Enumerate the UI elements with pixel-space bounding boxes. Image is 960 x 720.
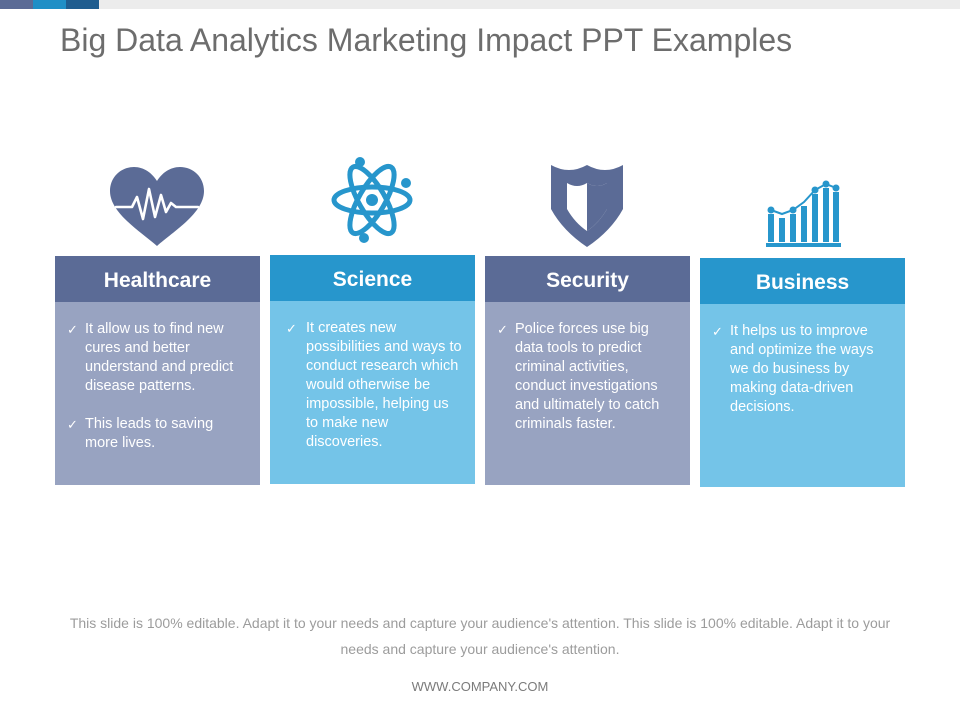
bullet-item: ✓ This leads to saving more lives. [67,416,214,451]
check-icon: ✓ [286,321,297,336]
card-body: ✓ Police forces use big data tools to pre… [485,302,690,485]
accent-segment-1 [0,0,33,9]
accent-segment-3 [66,0,99,9]
check-icon: ✓ [497,322,508,337]
footer-note: This slide is 100% editable. Adapt it to… [69,615,891,657]
top-accent-bar [0,0,960,9]
card-title: Science [270,255,475,301]
card-body: ✓ It creates new possibilities and ways t… [270,301,475,484]
card-title: Security [485,256,690,302]
card-title: Business [700,258,905,304]
footer-url: WWW.COMPANY.COM [411,679,549,694]
slide-title: Big Data Analytics Marketing Impact PPT … [60,22,793,58]
check-icon: ✓ [67,417,78,432]
check-icon: ✓ [712,324,723,339]
bullet-item: ✓ It helps us to improve and optimize the… [712,323,874,415]
bar-chart-icon [766,180,842,248]
accent-segment-2 [33,0,66,9]
shield-icon [551,165,623,247]
check-icon: ✓ [67,322,78,337]
card-body: ✓ It allow us to find new cures and bette… [55,302,260,485]
bullet-item: ✓ It creates new possibilities and ways t… [286,320,462,450]
atom-icon [330,155,414,245]
bullet-item: ✓ It allow us to find new cures and bette… [67,321,234,394]
card-business: Business ✓ It helps us to improve and opt… [700,258,905,487]
card-science: Science ✓ It creates new possibilities an… [270,255,475,484]
card-security: Security ✓ Police forces use big data too… [485,256,690,485]
card-body: ✓ It helps us to improve and optimize the… [700,304,905,487]
card-healthcare: Healthcare ✓ It allow us to find new cure… [55,256,260,485]
heartbeat-icon [110,167,204,247]
card-title: Healthcare [55,256,260,302]
bullet-item: ✓ Police forces use big data tools to pre… [497,321,660,432]
